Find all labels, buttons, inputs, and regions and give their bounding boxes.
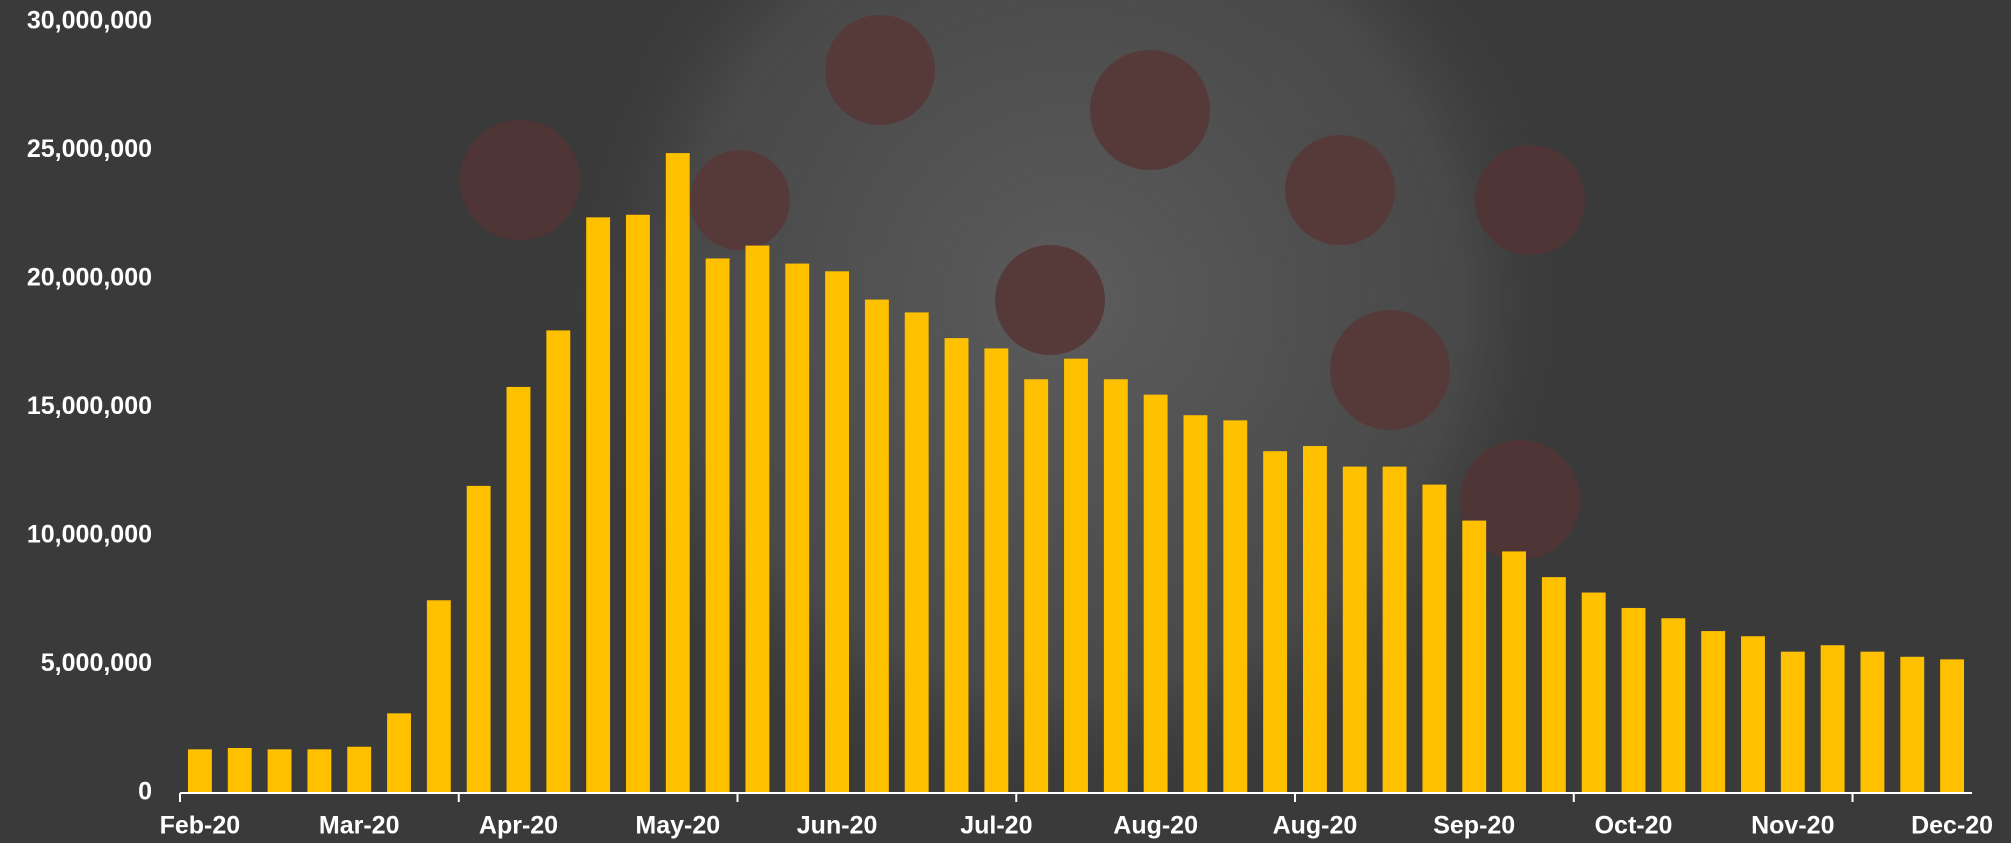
bar [626,214,650,793]
bar [1741,636,1765,793]
y-tick-label: 25,000,000 [27,135,152,163]
bar [1462,520,1487,793]
bar [546,330,571,793]
x-tick-label: Sep-20 [1433,812,1515,840]
bar [864,299,889,793]
x-tick-label: May-20 [635,812,720,840]
bar [586,217,611,793]
x-tick-label: Feb-20 [160,812,241,840]
x-tick-label: Mar-20 [319,812,400,840]
bar [944,338,969,793]
bar [1581,592,1606,793]
bar [745,245,770,794]
bar [1422,484,1447,793]
bar [825,271,850,793]
x-tick-label: Jun-20 [797,812,878,840]
bar [984,348,1009,793]
bar [267,749,292,793]
bar [1701,631,1726,793]
bar [1820,645,1845,793]
bar [1143,394,1168,793]
bar [904,312,929,793]
bar [1103,379,1128,793]
bar [1860,651,1885,793]
x-tick-label: Nov-20 [1751,812,1834,840]
bar [1621,607,1646,793]
bar [347,746,372,793]
bar [187,749,212,793]
y-tick-label: 0 [138,778,152,806]
x-tick-label: Dec-20 [1911,812,1993,840]
bar [705,258,730,793]
y-tick-label: 5,000,000 [41,649,152,677]
bar [307,749,332,793]
x-tick-label: Apr-20 [479,812,558,840]
bar [1661,618,1686,793]
bar [785,263,810,794]
bar [426,600,451,793]
bar [387,713,411,793]
bar [227,748,252,793]
bar [506,386,531,793]
y-tick-label: 15,000,000 [27,392,152,420]
bar [466,485,491,793]
x-tick-label: Aug-20 [1273,812,1358,840]
bar [1064,358,1088,793]
x-tick-label: Oct-20 [1595,812,1673,840]
bar [1541,577,1566,793]
bar [1382,466,1407,793]
x-tick-label: Aug-20 [1113,812,1198,840]
bar [665,153,690,793]
bar [1183,415,1208,793]
bar [1900,656,1925,793]
y-tick-label: 10,000,000 [27,521,152,549]
bar [1502,551,1526,793]
x-tick-label: Jul-20 [960,812,1032,840]
bar [1223,420,1248,793]
bar [1342,466,1367,793]
bar [1024,379,1049,793]
y-tick-label: 30,000,000 [27,7,152,35]
bar [1780,651,1805,793]
bar [1302,446,1327,793]
y-tick-label: 20,000,000 [27,264,152,292]
bar [1263,451,1288,793]
bar [1940,659,1965,793]
